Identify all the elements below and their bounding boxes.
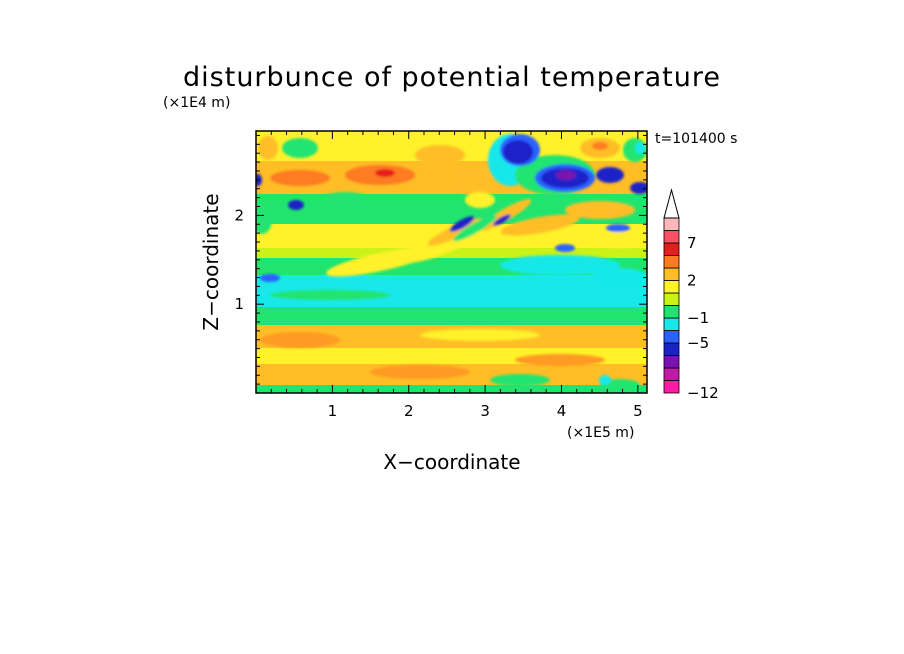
colorbar-swatch [663, 317, 680, 331]
green-patch [320, 192, 370, 208]
y-tick-label: 1 [234, 295, 244, 313]
band-green-low [256, 305, 647, 325]
colorbar-extend-arrow [663, 188, 680, 219]
colorbar-swatch [663, 255, 680, 269]
time-label: t=101400 s [655, 131, 737, 147]
red-orange-core [270, 170, 330, 186]
colorbar-swatch [663, 367, 680, 381]
blue-speck [260, 274, 280, 282]
orange-patch [515, 354, 605, 366]
orange-patch [415, 145, 465, 165]
blue-patch [288, 200, 304, 210]
green-patch [256, 206, 272, 234]
orange-wave [478, 199, 532, 231]
chart-title: disturbunce of potential temperature [183, 62, 721, 93]
cyan-bulge [590, 268, 647, 292]
heatmap-field [256, 131, 647, 393]
red-upper [592, 142, 608, 150]
colorbar-level-label: −12 [687, 384, 719, 402]
cyan-patch [599, 375, 611, 385]
cyan-upper [635, 142, 645, 154]
colorbar-level-label: −5 [687, 334, 709, 352]
colorbar: 7 2 −1 −5 −12 [663, 188, 719, 402]
navy-upper [630, 182, 647, 194]
orange-wave [500, 214, 580, 236]
x-tick-label: 3 [480, 402, 490, 420]
y-axis-label: Z−coordinate [199, 193, 223, 330]
yellow-patch [420, 329, 540, 341]
band-bottom-green [256, 385, 647, 393]
navy-upper [503, 140, 533, 164]
orange-upper [450, 166, 490, 194]
band-lime-mid [256, 246, 647, 258]
purple-core [556, 170, 576, 180]
x-axis-label: X−coordinate [383, 450, 520, 474]
colorbar-swatch [663, 330, 680, 344]
yellow-wave [595, 232, 645, 248]
axes: 1 2 3 4 5 1 2 [234, 131, 647, 420]
orange-wave [427, 218, 483, 246]
blue-wave [606, 224, 630, 232]
y-unit-label: (×1E4 m) [163, 95, 230, 111]
blue-wave [493, 214, 511, 226]
green-wave [453, 214, 497, 242]
band-cyan [256, 273, 647, 307]
colorbar-swatch [663, 267, 680, 281]
colorbar-swatch [663, 305, 680, 319]
green-intrusion [270, 290, 390, 300]
red-core [375, 169, 395, 177]
orange-patch [260, 332, 340, 348]
x-tick-label: 4 [557, 402, 567, 420]
colorbar-swatch [663, 230, 680, 244]
colorbar-swatch [663, 280, 680, 294]
plot-frame [255, 130, 648, 394]
x-unit-label: (×1E5 m) [567, 425, 634, 441]
navy-upper [596, 167, 624, 183]
colorbar-level-label: −1 [687, 309, 709, 327]
colorbar-level-label: 7 [687, 234, 697, 252]
colorbar-level-label: 2 [687, 272, 697, 290]
green-patch [490, 374, 550, 386]
yellow-upper [465, 192, 495, 208]
orange-patch [258, 136, 278, 160]
x-tick-label: 1 [328, 402, 338, 420]
y-tick-label: 2 [234, 206, 244, 224]
orange-patch [370, 365, 470, 379]
colorbar-swatch [663, 342, 680, 356]
blue-wave [449, 216, 475, 232]
colorbar-swatch [663, 355, 680, 369]
colorbar-swatch [663, 380, 680, 394]
colorbar-swatch [663, 242, 680, 256]
colorbar-swatch [663, 217, 680, 231]
x-tick-label: 5 [633, 402, 643, 420]
x-tick-label: 2 [404, 402, 414, 420]
blue-wave [555, 244, 575, 252]
orange-wave [565, 201, 635, 219]
colorbar-swatch [663, 292, 680, 306]
green-patch [282, 138, 318, 158]
cyan-bulge [500, 255, 620, 275]
